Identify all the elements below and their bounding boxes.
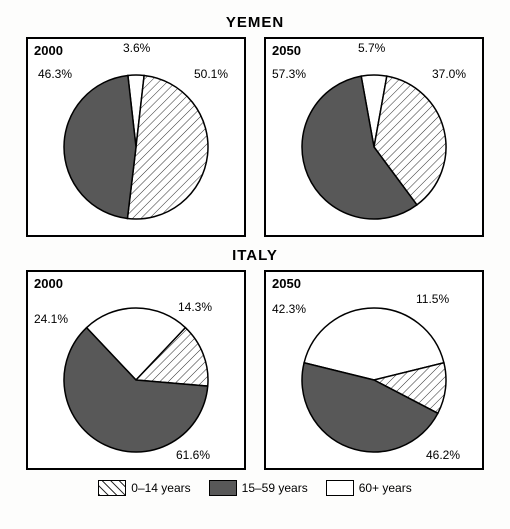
year-label: 2050: [272, 43, 301, 58]
pie-chart: [51, 62, 221, 232]
pie-chart: [289, 62, 459, 232]
pct-label-young: 14.3%: [178, 300, 212, 314]
row-italy: 2000 14.3% 61.6% 24.1% 2050 11.5% 46.2% 42.3%: [15, 270, 495, 470]
panel-italy-2050: 2050 11.5% 46.2% 42.3%: [264, 270, 484, 470]
pct-label-old: 42.3%: [272, 302, 306, 316]
pct-label-mid: 46.3%: [38, 67, 72, 81]
slice-mid: [64, 75, 136, 218]
legend-old: 60+ years: [326, 480, 412, 496]
swatch-old-icon: [326, 480, 354, 496]
legend-young-label: 0–14 years: [131, 481, 190, 495]
pct-label-young: 37.0%: [432, 67, 466, 81]
pie-chart: [289, 295, 459, 465]
row-yemen: 2000 50.1% 46.3% 3.6% 2050 37.0% 57.3% 5.7%: [15, 37, 495, 237]
year-label: 2000: [34, 43, 63, 58]
pct-label-old: 24.1%: [34, 312, 68, 326]
panel-yemen-2000: 2000 50.1% 46.3% 3.6%: [26, 37, 246, 237]
legend-young: 0–14 years: [98, 480, 190, 496]
legend: 0–14 years 15–59 years 60+ years: [15, 480, 495, 496]
year-label: 2050: [272, 276, 301, 291]
pct-label-mid: 61.6%: [176, 448, 210, 462]
pct-label-mid: 46.2%: [426, 448, 460, 462]
pct-label-old: 5.7%: [358, 41, 385, 55]
legend-old-label: 60+ years: [359, 481, 412, 495]
panel-yemen-2050: 2050 37.0% 57.3% 5.7%: [264, 37, 484, 237]
swatch-mid-icon: [209, 480, 237, 496]
legend-mid: 15–59 years: [209, 480, 308, 496]
pie-chart: [51, 295, 221, 465]
swatch-young-icon: [98, 480, 126, 496]
pct-label-old: 3.6%: [123, 41, 150, 55]
pct-label-mid: 57.3%: [272, 67, 306, 81]
title-yemen: YEMEN: [15, 14, 495, 31]
year-label: 2000: [34, 276, 63, 291]
title-italy: ITALY: [15, 247, 495, 264]
pct-label-young: 50.1%: [194, 67, 228, 81]
pct-label-young: 11.5%: [416, 292, 449, 306]
panel-italy-2000: 2000 14.3% 61.6% 24.1%: [26, 270, 246, 470]
legend-mid-label: 15–59 years: [242, 481, 308, 495]
